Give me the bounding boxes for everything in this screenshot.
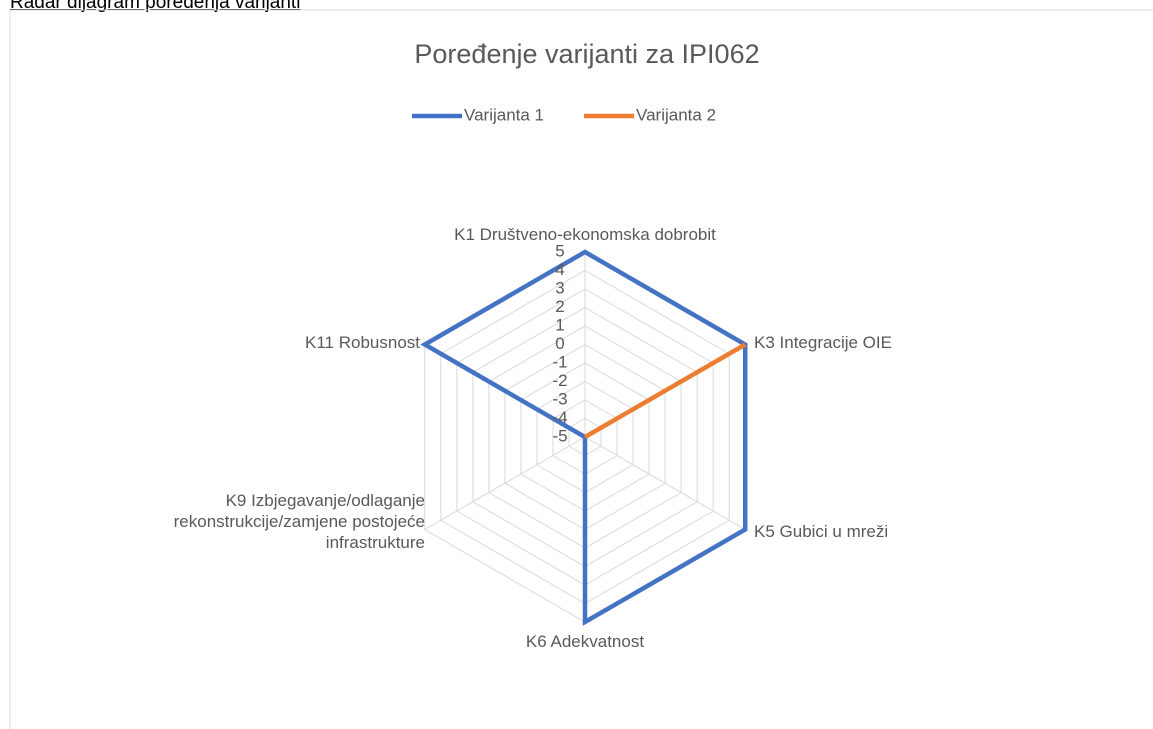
legend-label: Varijanta 1 xyxy=(464,105,544,124)
category-label: K11 Robusnost xyxy=(305,333,420,352)
category-label: K9 Izbjegavanje/odlaganje rekonstrukcije… xyxy=(173,491,425,552)
category-label: K6 Adekvatnost xyxy=(525,632,645,651)
axis-tick-label: -4 xyxy=(552,408,567,427)
category-label: K5 Gubici u mreži xyxy=(754,522,889,541)
category-label: K3 Integracije OIE xyxy=(754,333,892,352)
axis-tick-label: 0 xyxy=(555,334,564,353)
axis-tick-label: -5 xyxy=(552,426,567,445)
axis-tick-label: -3 xyxy=(552,389,567,408)
series-line xyxy=(583,342,747,439)
category-label: K1 Društveno-ekonomska dobrobit xyxy=(454,225,716,244)
legend-label: Varijanta 2 xyxy=(636,105,716,124)
axis-tick-label: -2 xyxy=(552,371,567,390)
axis-tick-label: 2 xyxy=(555,297,564,316)
axis-tick-label: -1 xyxy=(552,352,567,371)
axis-tick-label: 1 xyxy=(555,315,564,334)
spoke xyxy=(424,436,586,530)
axis-tick-label: 4 xyxy=(555,260,564,279)
chart-title: Poređenje varijanti za IPI062 xyxy=(414,39,759,69)
spoke xyxy=(584,436,746,530)
axis-tick-label: 5 xyxy=(555,241,564,260)
axis-tick-label: 3 xyxy=(555,278,564,297)
